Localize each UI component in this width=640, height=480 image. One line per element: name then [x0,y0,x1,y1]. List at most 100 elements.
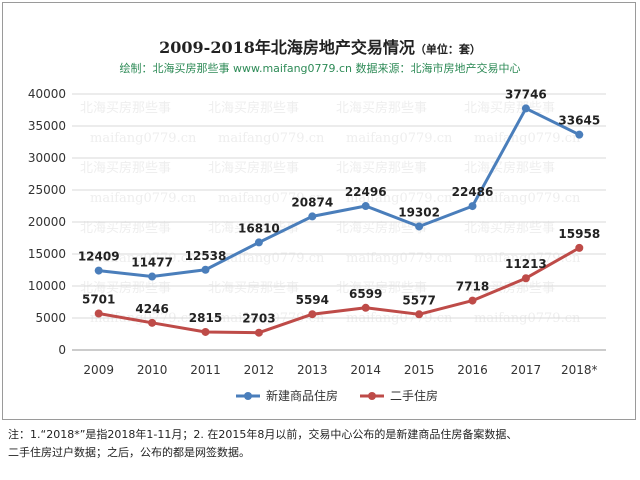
footnote-line-2: 二手住房过户数据；之后，公布的都是网签数据。 [8,446,250,459]
watermark-text: maifang0779.cn [90,131,197,146]
data-point [575,243,584,252]
legend-swatch-marker [368,392,376,400]
watermark-text: 北海买房那些事 [208,220,299,236]
watermark-text: maifang0779.cn [474,131,581,146]
watermark-text: 北海买房那些事 [464,220,555,236]
data-point [361,202,370,211]
watermark-text: 北海买房那些事 [464,100,555,116]
watermark-text: 北海买房那些事 [336,220,427,236]
data-label: 19302 [398,205,440,219]
data-point [201,265,210,274]
y-tick-label: 35000 [28,119,66,133]
y-tick-label: 25000 [28,183,66,197]
footnote: 注：1.“2018*”是指2018年1-11月；2. 在2015年8月以前，交易… [8,426,634,462]
watermark-text: 北海买房那些事 [336,160,427,176]
watermark-text: maifang0779.cn [474,191,581,206]
x-tick-label: 2016 [457,363,488,377]
data-point [148,272,157,281]
watermark-text: 北海买房那些事 [80,100,171,116]
x-tick-label: 2014 [350,363,381,377]
data-point [94,309,103,318]
data-label: 33645 [558,114,600,128]
data-label: 5701 [82,293,115,307]
data-point [94,266,103,275]
watermark-text: 北海买房那些事 [336,100,427,116]
data-point [361,303,370,312]
x-tick-label: 2013 [297,363,328,377]
watermark-text: 北海买房那些事 [208,100,299,116]
series-line-2 [98,246,581,335]
data-point [148,318,157,327]
x-tick-label: 2015 [404,363,435,377]
x-tick-label: 2010 [137,363,168,377]
data-point [308,212,317,221]
data-point [415,222,424,231]
watermark-text: maifang0779.cn [90,251,197,266]
watermark-text: 北海买房那些事 [80,160,171,176]
watermark-text: maifang0779.cn [218,251,325,266]
x-tick-label: 2017 [511,363,542,377]
watermark-text: 北海买房那些事 [208,280,299,296]
data-point [468,202,477,211]
y-tick-label: 15000 [28,247,66,261]
x-tick-label: 2012 [244,363,275,377]
data-label: 6599 [349,287,382,301]
data-point [575,130,584,139]
title-unit: （单位：套） [414,43,481,56]
y-tick-label: 30000 [28,151,66,165]
data-point [521,104,530,113]
footnote-line-1: 注：1.“2018*”是指2018年1-11月；2. 在2015年8月以前，交易… [8,428,518,441]
data-label: 12409 [78,250,120,264]
legend-label: 新建商品住房 [266,388,338,403]
y-tick-label: 10000 [28,279,66,293]
watermark-text: maifang0779.cn [90,191,197,206]
data-point [254,238,263,247]
data-label: 7718 [456,280,489,294]
data-label: 22486 [452,185,494,199]
data-point [468,296,477,305]
watermark-text: maifang0779.cn [346,191,453,206]
watermark-text: maifang0779.cn [346,131,453,146]
x-tick-label: 2018* [561,363,598,377]
watermark-text: 北海买房那些事 [80,220,171,236]
x-tick-label: 2011 [190,363,221,377]
chart-title: 2009-2018年北海房地产交易情况（单位：套） [0,34,640,58]
data-point [254,328,263,337]
y-tick-label: 5000 [35,311,66,325]
watermark-text: maifang0779.cn [218,191,325,206]
watermark-text: maifang0779.cn [346,251,453,266]
data-label: 12538 [185,249,227,263]
data-label: 5594 [296,293,329,307]
data-label: 4246 [135,302,168,316]
watermark-text: 北海买房那些事 [208,160,299,176]
watermark-text: 北海买房那些事 [464,160,555,176]
data-label: 2815 [189,311,222,325]
legend-swatch-marker [244,392,252,400]
y-tick-label: 0 [58,343,66,357]
watermark-text: 北海买房那些事 [464,280,555,296]
watermark-text: 北海买房那些事 [336,280,427,296]
watermark-text: maifang0779.cn [218,131,325,146]
legend-label: 二手住房 [390,388,438,403]
data-point [308,310,317,319]
data-label: 2703 [242,312,275,326]
data-label: 20874 [291,195,333,209]
data-label: 22496 [345,185,387,199]
data-point [415,310,424,319]
data-label: 5577 [402,293,435,307]
data-label: 16810 [238,221,280,235]
title-main: 2009-2018年北海房地产交易情况 [159,38,415,57]
watermark-text: 北海买房那些事 [80,280,171,296]
line-chart: 北海买房那些事 北海买房那些事 北海买房那些事 北海买房那些事maifang0779.… [28,87,606,403]
data-label: 15958 [558,227,600,241]
data-label: 11213 [505,257,547,271]
data-label: 37746 [505,87,547,101]
x-tick-label: 2009 [83,363,114,377]
chart-subtitle: 绘制：北海买房那些事 www.maifang0779.cn 数据来源：北海市房地… [119,62,521,75]
data-label: 11477 [131,256,173,270]
y-tick-label: 40000 [28,87,66,101]
series-line-1 [98,106,580,279]
data-point [521,274,530,283]
data-point [201,327,210,336]
y-tick-label: 20000 [28,215,66,229]
